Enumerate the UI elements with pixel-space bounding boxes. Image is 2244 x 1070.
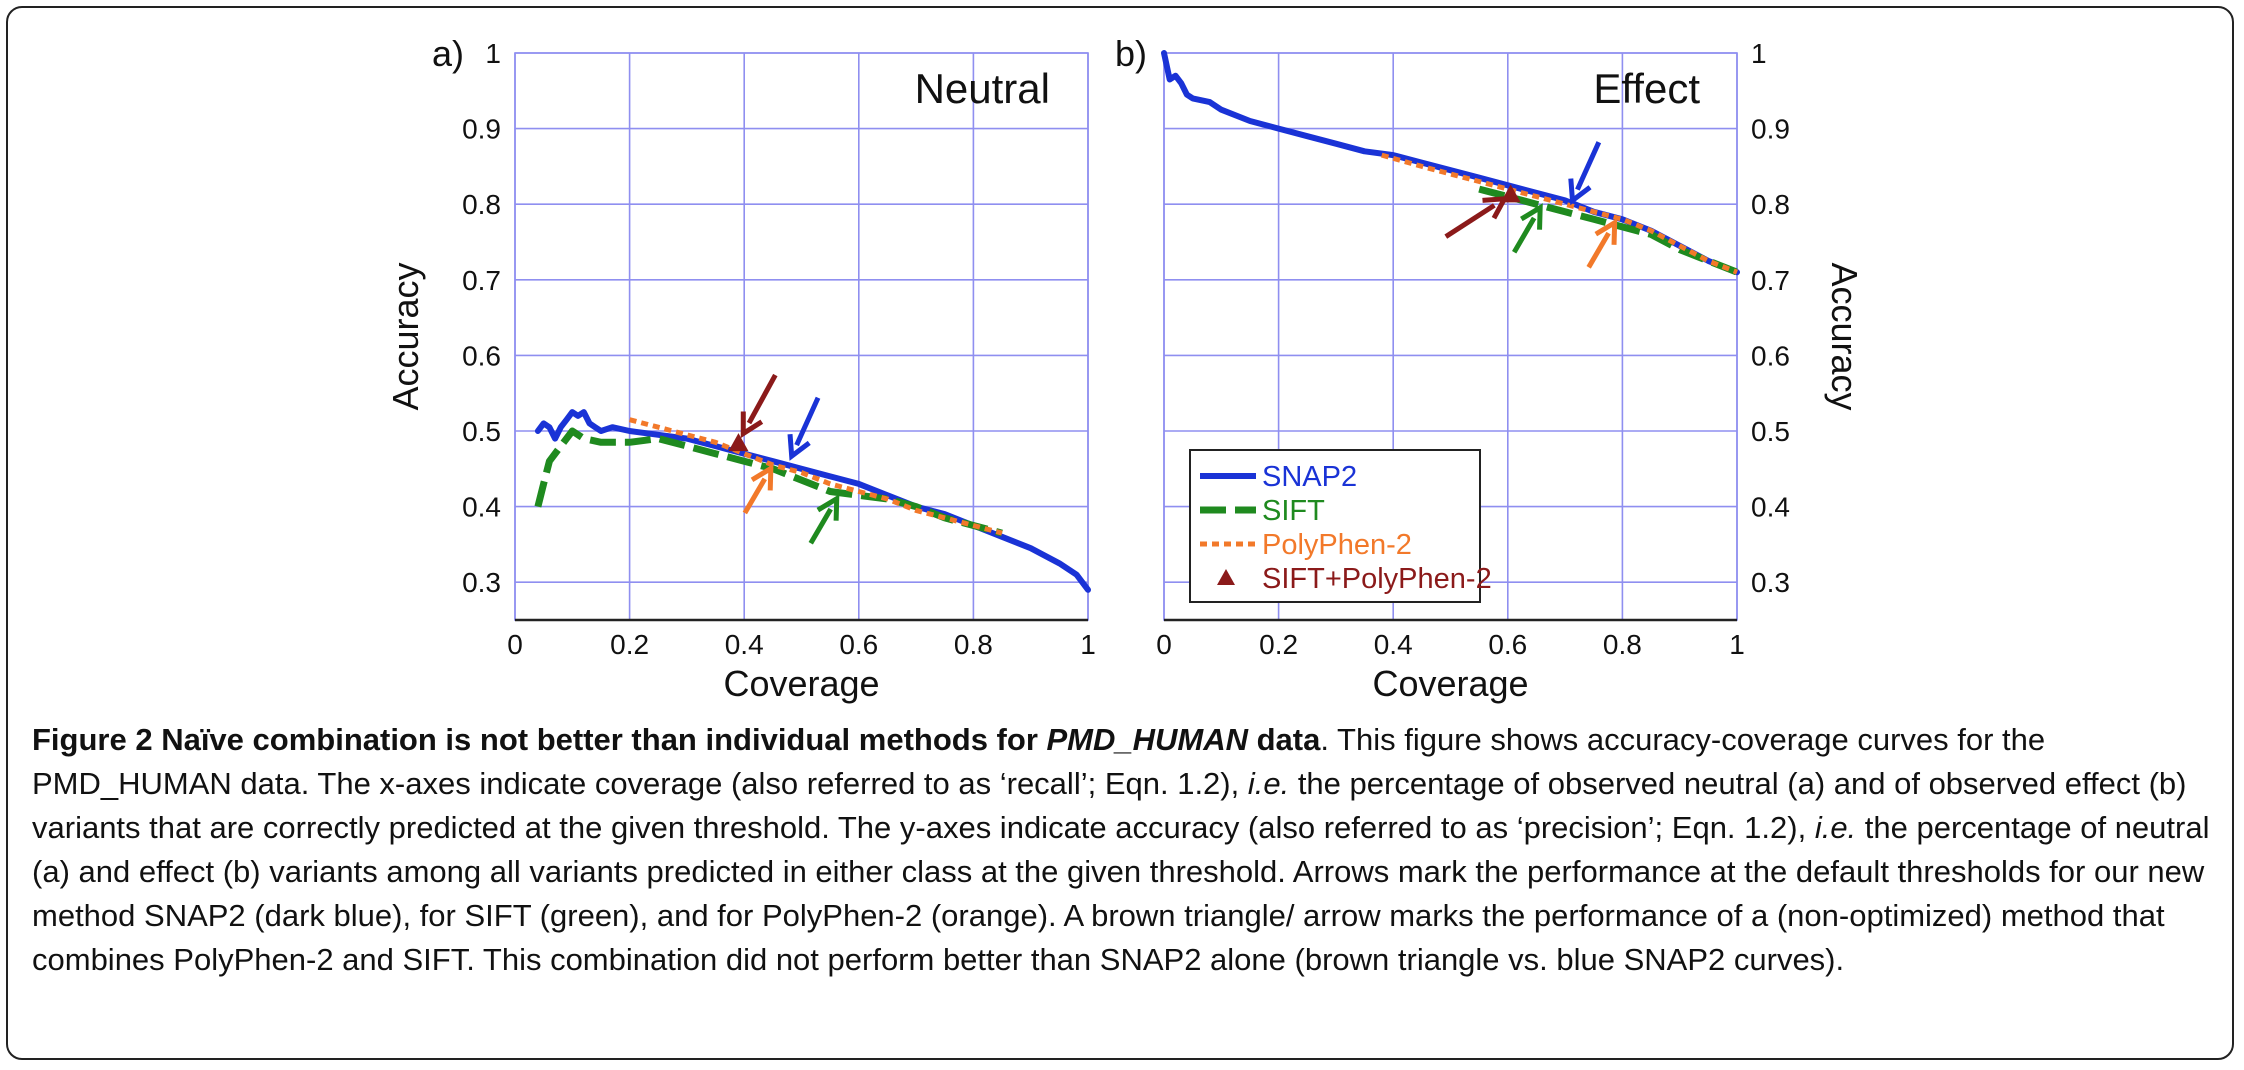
x-tick-label: 0.6 (839, 629, 878, 660)
caption-title-tail: data (1248, 722, 1321, 757)
x-tick-label: 0 (507, 629, 523, 660)
legend-marker (1217, 569, 1235, 585)
arrow-head (740, 411, 764, 439)
caption-text-3: the percentage of neutral (a) and effect… (32, 810, 2210, 977)
y-tick-label: 0.5 (462, 416, 501, 447)
legend-label: SIFT+PolyPhen-2 (1262, 563, 1492, 595)
y-tick-label: 0.3 (462, 567, 501, 598)
panel-label: b) (1115, 33, 1147, 74)
figure-frame (6, 6, 2234, 1060)
x-axis-title: Coverage (1372, 663, 1528, 704)
combination-triangle-marker (1500, 184, 1521, 203)
arrow-head (816, 494, 840, 521)
arrow-shaft (808, 507, 833, 545)
x-tick-label: 0.8 (1603, 629, 1642, 660)
y-tick-label: 0.5 (1751, 416, 1790, 447)
arrow-shaft (746, 373, 778, 425)
x-tick-label: 0 (1156, 629, 1172, 660)
y-tick-label: 0.4 (1751, 492, 1790, 523)
caption-ie-1: i.e. (1247, 766, 1290, 801)
arrow-shaft (1586, 231, 1611, 269)
x-tick-label: 1 (1080, 629, 1096, 660)
arrow-head (1520, 203, 1543, 230)
combination-triangle-marker (728, 433, 749, 452)
chart-panel-effect: 0 0.2 0.4 0.6 0.8 1 1 0.9 0.8 0.7 0.6 0.5 0.4 0.3 Cove… (1115, 33, 1865, 704)
panel-label: a) (432, 33, 464, 74)
caption-title-lead: Figure 2 Naïve combination is not better… (32, 722, 1047, 757)
y-tick-label: 0.8 (1751, 189, 1790, 220)
arrow-head (750, 463, 774, 491)
series-line-snap2 (534, 409, 1091, 593)
x-axis-title: Coverage (723, 663, 879, 704)
x-tick-label: 0.4 (1374, 629, 1413, 660)
caption-ie-2: i.e. (1814, 810, 1857, 845)
x-tick-label: 1 (1729, 629, 1745, 660)
arrow-shaft (1444, 203, 1496, 239)
legend-label: SIFT (1262, 495, 1325, 527)
arrow-shaft (1512, 216, 1537, 254)
y-tick-label: 1 (1751, 38, 1767, 69)
arrow-shaft (1575, 141, 1602, 191)
y-axis-title: Accuracy (385, 262, 426, 410)
x-tick-label: 0.2 (1259, 629, 1298, 660)
arrow-head (787, 433, 811, 461)
y-tick-label: 0.7 (1751, 265, 1790, 296)
caption-title: Figure 2 Naïve combination is not better… (32, 722, 1320, 757)
caption-title-dataset: PMD_HUMAN (1046, 722, 1249, 757)
y-tick-label: 0.9 (1751, 114, 1790, 145)
arrow-shaft (794, 396, 821, 447)
panel-title: Neutral (915, 65, 1050, 112)
legend-label: SNAP2 (1262, 461, 1357, 493)
y-tick-label: 0.6 (462, 340, 501, 371)
x-tick-label: 0.6 (1488, 629, 1527, 660)
y-tick-label: 0.7 (462, 265, 501, 296)
figure-chart: 0 0.2 0.4 0.6 0.8 1 1 0.9 0.8 0.7 0.6 0.5 0.4 0.3 Cove… (385, 33, 1865, 704)
caption-text-1: . This figure shows accuracy-coverage cu… (32, 722, 2046, 801)
panel-title: Effect (1593, 65, 1700, 112)
chart-panel-neutral: 0 0.2 0.4 0.6 0.8 1 1 0.9 0.8 0.7 0.6 0.5 0.4 0.3 Cove… (385, 33, 1096, 704)
x-tick-label: 0.8 (954, 629, 993, 660)
x-tick-label: 0.4 (725, 629, 764, 660)
y-axis-title: Accuracy (1824, 262, 1865, 410)
y-tick-label: 0.8 (462, 189, 501, 220)
x-tick-label: 0.2 (610, 629, 649, 660)
y-tick-label: 0.6 (1751, 340, 1790, 371)
figure-caption: Figure 2 Naïve combination is not better… (32, 718, 2212, 982)
arrow-head (1568, 178, 1592, 206)
series-line-polyphen-2 (1381, 152, 1738, 275)
arrow-shaft (742, 477, 767, 515)
y-tick-label: 0.4 (462, 492, 501, 523)
y-tick-label: 0.3 (1751, 567, 1790, 598)
legend-label: PolyPhen-2 (1262, 529, 1412, 561)
y-tick-label: 1 (485, 38, 501, 69)
series-line-polyphen-2 (628, 417, 1003, 536)
caption-text-2: the percentage of observed neutral (a) a… (32, 766, 2187, 845)
arrow-head (1594, 218, 1618, 245)
y-tick-label: 0.9 (462, 114, 501, 145)
